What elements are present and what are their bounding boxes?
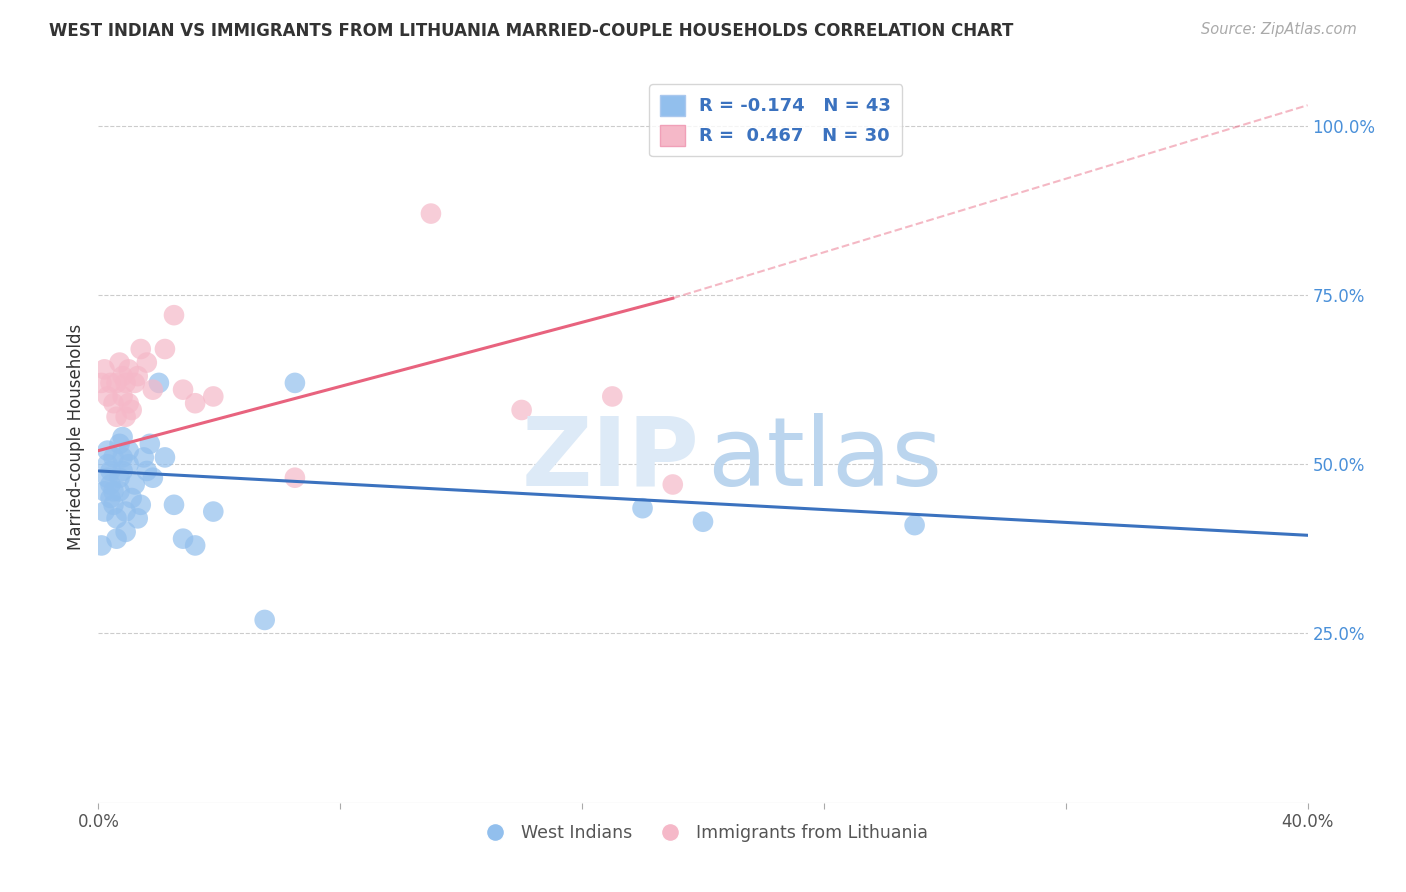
Point xyxy=(90,538,112,552)
Text: WEST INDIAN VS IMMIGRANTS FROM LITHUANIA MARRIED-COUPLE HOUSEHOLDS CORRELATION C: WEST INDIAN VS IMMIGRANTS FROM LITHUANIA… xyxy=(49,22,1014,40)
Point xyxy=(127,369,149,384)
Point xyxy=(114,376,136,390)
Point xyxy=(96,389,118,403)
Point xyxy=(96,443,118,458)
Point xyxy=(90,376,112,390)
Point xyxy=(163,308,186,322)
Text: Source: ZipAtlas.com: Source: ZipAtlas.com xyxy=(1201,22,1357,37)
Point xyxy=(135,464,157,478)
Point xyxy=(96,471,118,485)
Point xyxy=(103,484,125,499)
Point xyxy=(103,450,125,465)
Point xyxy=(93,484,115,499)
Point xyxy=(100,491,122,505)
Point xyxy=(132,450,155,465)
Point xyxy=(111,450,134,465)
Point xyxy=(135,355,157,369)
Point xyxy=(108,437,131,451)
Point xyxy=(420,206,443,220)
Point xyxy=(118,443,141,458)
Point xyxy=(114,505,136,519)
Point xyxy=(142,383,165,397)
Point xyxy=(111,369,134,384)
Point xyxy=(184,538,207,552)
Point xyxy=(100,477,122,491)
Point xyxy=(118,457,141,471)
Point xyxy=(114,524,136,539)
Point xyxy=(163,498,186,512)
Point xyxy=(184,396,207,410)
Point xyxy=(253,613,276,627)
Point xyxy=(602,389,624,403)
Point xyxy=(103,396,125,410)
Point xyxy=(172,383,194,397)
Text: atlas: atlas xyxy=(707,412,942,506)
Point xyxy=(111,430,134,444)
Point xyxy=(108,471,131,485)
Point xyxy=(127,511,149,525)
Point xyxy=(114,409,136,424)
Point xyxy=(100,376,122,390)
Point xyxy=(124,376,146,390)
Point xyxy=(108,355,131,369)
Point xyxy=(153,342,176,356)
Point xyxy=(142,471,165,485)
Point xyxy=(148,376,170,390)
Point xyxy=(510,403,533,417)
Point xyxy=(105,511,128,525)
Point xyxy=(111,389,134,403)
Point xyxy=(124,477,146,491)
Point xyxy=(139,437,162,451)
Point xyxy=(129,342,152,356)
Point xyxy=(96,457,118,471)
Point xyxy=(93,362,115,376)
Point xyxy=(692,515,714,529)
Point xyxy=(153,450,176,465)
Point xyxy=(904,518,927,533)
Point xyxy=(118,362,141,376)
Point xyxy=(129,498,152,512)
Point xyxy=(105,532,128,546)
Point xyxy=(105,409,128,424)
Point xyxy=(631,501,654,516)
Y-axis label: Married-couple Households: Married-couple Households xyxy=(66,324,84,550)
Point xyxy=(202,389,225,403)
Point xyxy=(121,403,143,417)
Point xyxy=(105,376,128,390)
Legend: West Indians, Immigrants from Lithuania: West Indians, Immigrants from Lithuania xyxy=(471,817,935,849)
Point xyxy=(93,505,115,519)
Point xyxy=(111,464,134,478)
Point xyxy=(108,484,131,499)
Text: ZIP: ZIP xyxy=(522,412,699,506)
Point xyxy=(103,498,125,512)
Point xyxy=(172,532,194,546)
Point xyxy=(121,491,143,505)
Point xyxy=(284,376,307,390)
Point xyxy=(284,471,307,485)
Point xyxy=(100,464,122,478)
Point xyxy=(202,505,225,519)
Point xyxy=(661,477,683,491)
Point xyxy=(118,396,141,410)
